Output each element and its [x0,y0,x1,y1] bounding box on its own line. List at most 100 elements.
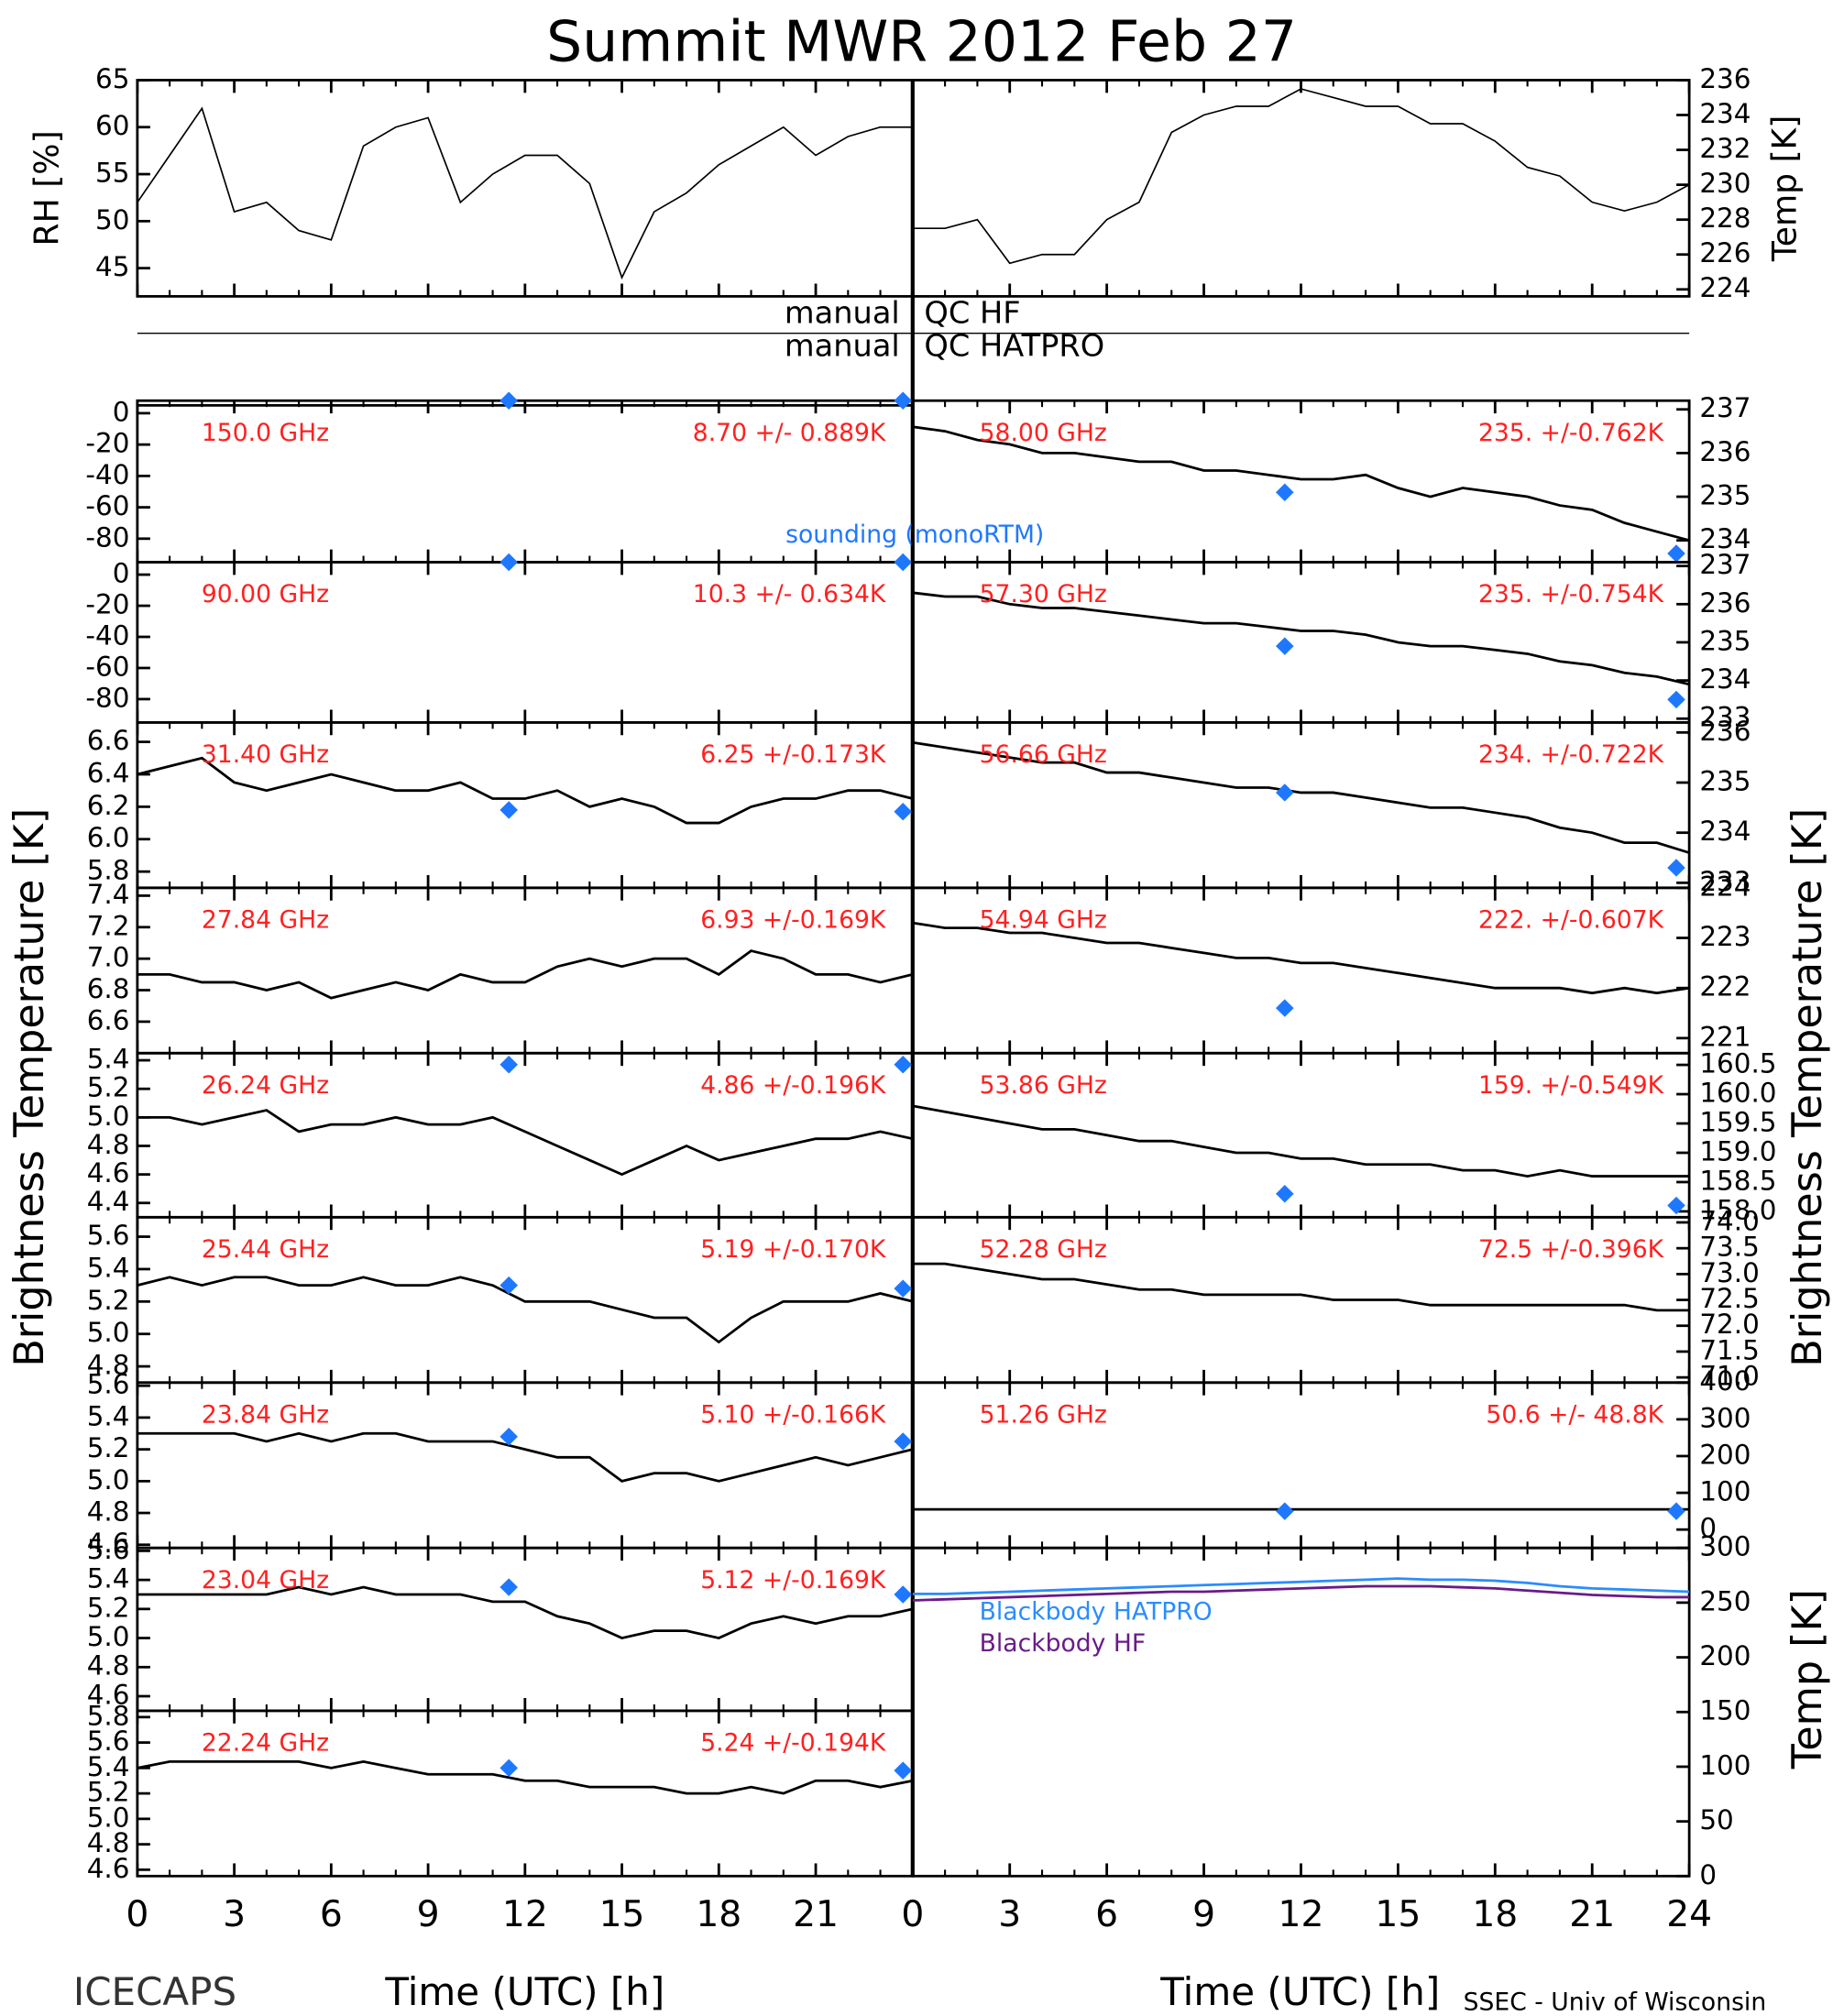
plot-area [912,1262,1690,1312]
sounding-point [894,1585,913,1604]
y-tick-label: 5.6 [87,1369,130,1400]
stats-label: 222. +/-0.607K [1478,905,1664,934]
channel-label: 54.94 GHz [980,905,1107,934]
y-tick-label: 234 [1699,98,1751,129]
channel-label: 58.00 GHz [980,419,1107,447]
plot-area [912,425,1690,542]
y-tick-label: 5.4 [87,1253,130,1284]
data-line [137,949,913,1000]
panel: 45 50 55 60 65 RH [%] [27,63,915,298]
channel-label: 57.30 GHz [980,580,1107,608]
data-line [912,1577,1690,1595]
y-tick-label: 7.2 [87,910,130,941]
y-tick-label: -80 [85,683,129,714]
y-tick-label: 4.4 [87,1186,130,1217]
y-tick-label: 232 [1699,133,1751,164]
y-axis-label: Brightness Temperature [K] [1784,808,1831,1367]
y-tick-label: 5.4 [87,1401,130,1432]
sounding-point [1276,637,1294,655]
y-tick-label: 5.2 [87,1592,130,1623]
panel: 0 50 100 150 200 250 300 0 3 6 9 12 15 18 21 24 Time (UT… [901,1531,1831,2014]
y-tick-label: 5.6 [87,1220,130,1251]
plot-area [912,1577,1690,1602]
y-tick-label: 73.5 [1699,1232,1759,1263]
stats-label: 235. +/-0.762K [1478,419,1664,447]
y-tick-label: 226 [1699,237,1751,268]
data-line [912,740,1690,854]
y-tick-label: -20 [85,428,129,459]
y-tick-label: 224 [1699,272,1751,303]
x-tick-label: 6 [320,1894,343,1935]
channel-label: 31.40 GHz [202,740,329,769]
sounding-point [1667,1502,1685,1520]
sounding-point [1667,690,1685,709]
data-line [912,425,1690,542]
y-tick-label: 300 [1699,1402,1751,1433]
channel-label: 90.00 GHz [202,580,329,608]
plot-area [137,1431,913,1483]
y-tick-label: 236 [1699,587,1751,619]
y-axis-label: RH [%] [27,130,66,246]
y-tick-label: -60 [85,652,129,683]
y-tick-label: 233 [1699,866,1751,897]
y-tick-label: 50 [95,204,129,236]
panel: 233 234 235 236 Brightness Temperature [K] 56… [911,716,1831,1367]
data-line [137,1759,913,1795]
panel: 4.64.85.05.25.45.65.8 0 3 6 9 12 15 18 21 Time (U… [87,1700,915,2014]
y-tick-label: 60 [95,110,129,141]
plot-area [137,1109,913,1177]
x-axis-label: Time (UTC) [h] [384,1969,664,2014]
sounding-point [499,1578,519,1596]
x-tick-label: 18 [1472,1894,1518,1935]
y-tick-label: 235 [1699,480,1751,511]
y-tick-label: 159.5 [1699,1107,1776,1138]
y-tick-label: 5.2 [87,1285,130,1316]
legend-entry: Blackbody HATPRO [980,1598,1213,1627]
y-tick-label: 0 [113,558,130,589]
y-tick-label: 4.6 [87,1528,130,1559]
sounding-point [499,1759,519,1778]
channel-label: 26.24 GHz [202,1071,329,1100]
y-tick-label: 6.2 [87,790,130,821]
data-line [137,1276,913,1344]
y-tick-label: 6.8 [87,973,130,1004]
stats-label: 5.12 +/-0.169K [700,1566,886,1594]
data-line [137,106,913,280]
plot-area [912,88,1690,265]
y-tick-label: 4.8 [87,1827,130,1858]
x-tick-label: 18 [696,1894,741,1935]
y-tick-label: -40 [85,620,129,652]
sounding-point [1276,999,1294,1017]
data-line [137,1585,913,1640]
y-tick-label: 5.2 [87,1072,130,1103]
y-tick-label: 5.0 [87,1802,130,1833]
plot-area [137,1585,913,1640]
sounding-point [894,1279,913,1298]
y-tick-label: 6.4 [87,758,130,789]
y-tick-label: 0 [1699,1859,1717,1890]
data-line [137,756,913,825]
y-tick-label: 6.0 [87,822,130,853]
data-line [137,1431,913,1483]
y-tick-label: 235 [1699,766,1751,797]
panel: 4.44.64.85.05.25.4 26.24 GHz 4.86 +/-0.196… [87,1044,915,1219]
sounding-point [499,553,519,572]
stats-label: 234. +/-0.722K [1478,740,1664,769]
x-tick-label: 24 [1666,1894,1712,1935]
plot-area [137,1276,913,1344]
y-tick-label: 0 [113,396,130,427]
y-tick-label: 228 [1699,203,1751,234]
credit: SSEC - Univ of Wisconsin [1464,1989,1767,2016]
y-axis-label: Brightness Temperature [K] [5,808,53,1367]
panel: 4.64.85.05.25.45.6 23.04 GHz 5.12 +/-0.169… [87,1534,915,1713]
y-tick-label: -80 [85,521,129,553]
y-tick-label: 71.5 [1699,1335,1759,1366]
credit: ICECAPS [73,1969,236,2014]
y-tick-label: 5.8 [87,855,130,886]
y-tick-label: 400 [1699,1365,1751,1397]
stats-label: 72.5 +/-0.396K [1478,1235,1664,1264]
y-tick-label: 236 [1699,436,1751,467]
y-tick-label: 250 [1699,1585,1751,1616]
